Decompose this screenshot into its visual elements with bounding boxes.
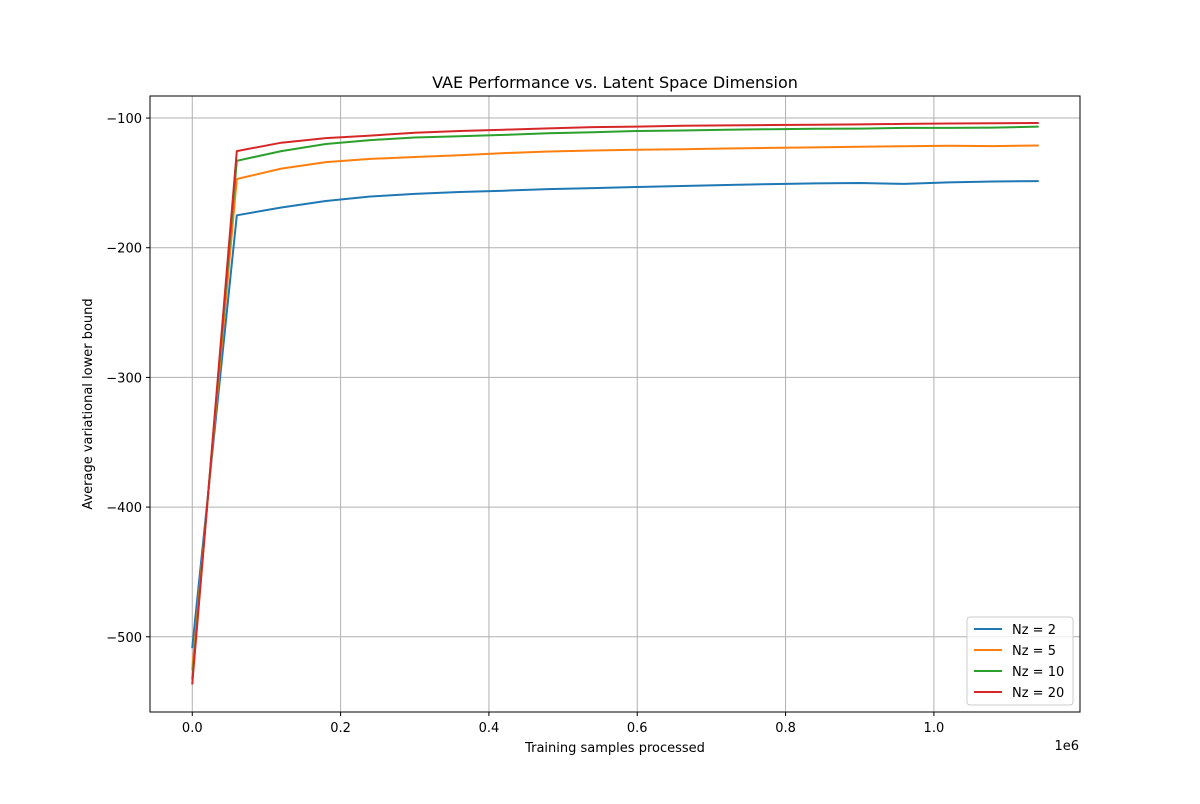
y-axis-ticks: −500 −400 −300 −200 −100 bbox=[106, 112, 150, 646]
legend-label: Nz = 10 bbox=[1012, 665, 1064, 680]
legend-label: Nz = 20 bbox=[1012, 686, 1064, 701]
series-line bbox=[191, 121, 1039, 685]
y-tick-label: −200 bbox=[106, 242, 142, 257]
legend-label: Nz = 5 bbox=[1012, 644, 1056, 659]
y-tick-label: −500 bbox=[106, 631, 142, 646]
x-tick-label: 1.0 bbox=[924, 721, 945, 736]
series-line bbox=[191, 125, 1039, 680]
y-tick-label: −300 bbox=[106, 371, 142, 386]
plot-area-frame bbox=[149, 95, 1081, 713]
x-tick-label: 0.8 bbox=[775, 721, 796, 736]
legend-label: Nz = 2 bbox=[1012, 623, 1056, 638]
chart-title: VAE Performance vs. Latent Space Dimensi… bbox=[432, 73, 798, 92]
y-axis-label: Average variational lower bound bbox=[81, 298, 96, 509]
x-axis-ticks: 0.0 0.2 0.4 0.6 0.8 1.0 bbox=[182, 712, 944, 736]
x-axis-label: Training samples processed bbox=[524, 741, 705, 756]
series-line bbox=[191, 180, 1039, 649]
series-lines bbox=[191, 121, 1039, 685]
legend: Nz = 2 Nz = 5 Nz = 10 Nz = 20 bbox=[966, 616, 1074, 706]
x-tick-label: 0.6 bbox=[627, 721, 648, 736]
series-line bbox=[191, 144, 1039, 671]
y-tick-label: −100 bbox=[106, 112, 142, 127]
x-tick-label: 0.4 bbox=[479, 721, 500, 736]
x-axis-offset-label: 1e6 bbox=[1054, 739, 1079, 754]
grid-lines bbox=[150, 96, 1080, 712]
x-tick-label: 0.2 bbox=[330, 721, 351, 736]
y-tick-label: −400 bbox=[106, 501, 142, 516]
legend-box bbox=[966, 616, 1074, 706]
x-tick-label: 0.0 bbox=[182, 721, 203, 736]
